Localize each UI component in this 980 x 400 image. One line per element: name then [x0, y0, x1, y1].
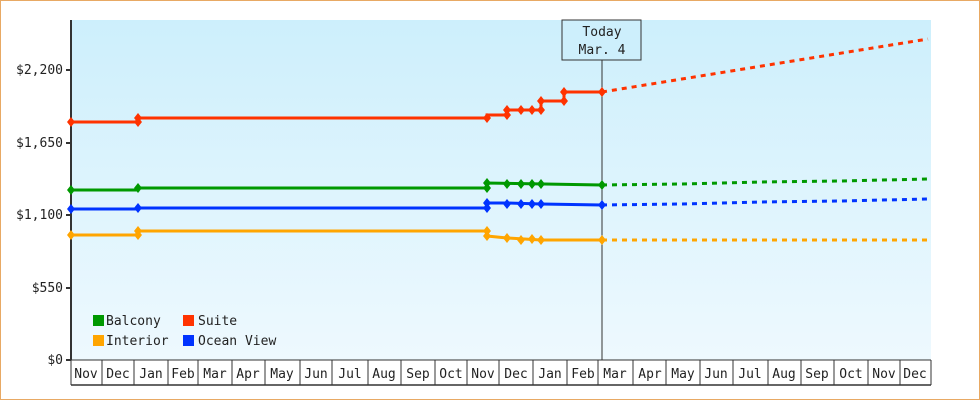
- series-balcony: [67, 177, 929, 195]
- x-tick-label: Nov: [471, 367, 495, 382]
- x-tick-label: May: [671, 367, 695, 382]
- x-tick-label: Sep: [805, 367, 829, 382]
- today-marker: Today Mar. 4: [561, 19, 642, 360]
- series-suite: [67, 37, 929, 127]
- x-tick-label: Jun: [304, 367, 327, 382]
- x-tick-label: Dec: [903, 367, 926, 382]
- x-tick-label: Aug: [772, 367, 795, 382]
- legend-label: Balcony: [106, 314, 161, 329]
- x-tick-label: Jul: [338, 367, 361, 382]
- series-ocean-view: [67, 197, 929, 214]
- legend-swatch-interior: [93, 335, 104, 346]
- x-axis: [70, 359, 932, 386]
- y-tick-label: $1,100: [16, 208, 63, 223]
- x-tick-label: Dec: [106, 367, 129, 382]
- x-tick-label: Sep: [406, 367, 430, 382]
- y-tick-label: $1,650: [16, 136, 63, 151]
- y-tick-label: $0: [47, 353, 63, 368]
- legend-swatch-suite: [183, 315, 194, 326]
- x-tick-label: Jun: [704, 367, 727, 382]
- y-axis: $0 $550 $1,100 $1,650 $2,200: [16, 20, 72, 368]
- x-tick-label: Dec: [504, 367, 527, 382]
- x-tick-label: Feb: [571, 367, 595, 382]
- x-tick-label: Apr: [638, 367, 662, 382]
- x-tick-label: Nov: [74, 367, 98, 382]
- x-tick-label: Apr: [236, 367, 260, 382]
- x-tick-label: Jan: [139, 367, 162, 382]
- y-tick-label: $2,200: [16, 63, 63, 78]
- legend: Balcony Suite Interior Ocean View: [93, 314, 276, 349]
- plot-area: [71, 20, 931, 360]
- series-interior: [67, 226, 928, 245]
- y-tick-label: $550: [32, 281, 63, 296]
- legend-label: Interior: [106, 334, 169, 349]
- x-tick-label: Oct: [839, 367, 862, 382]
- x-tick-label: Aug: [372, 367, 395, 382]
- legend-swatch-ocean-view: [183, 335, 194, 346]
- legend-label: Suite: [198, 314, 237, 329]
- x-tick-label: Jul: [738, 367, 761, 382]
- legend-label: Ocean View: [198, 334, 276, 349]
- x-tick-label: Oct: [439, 367, 462, 382]
- x-tick-label: Feb: [171, 367, 195, 382]
- legend-swatch-balcony: [93, 315, 104, 326]
- x-tick-label: Mar: [203, 367, 227, 382]
- x-tick-labels: Nov Dec Jan Feb Mar Apr May Jun Jul Aug …: [74, 367, 926, 382]
- x-tick-label: Mar: [603, 367, 627, 382]
- x-tick-label: Jan: [538, 367, 561, 382]
- today-date: Mar. 4: [579, 43, 626, 58]
- x-tick-label: Nov: [872, 367, 896, 382]
- today-label: Today: [582, 25, 621, 40]
- x-tick-label: May: [270, 367, 294, 382]
